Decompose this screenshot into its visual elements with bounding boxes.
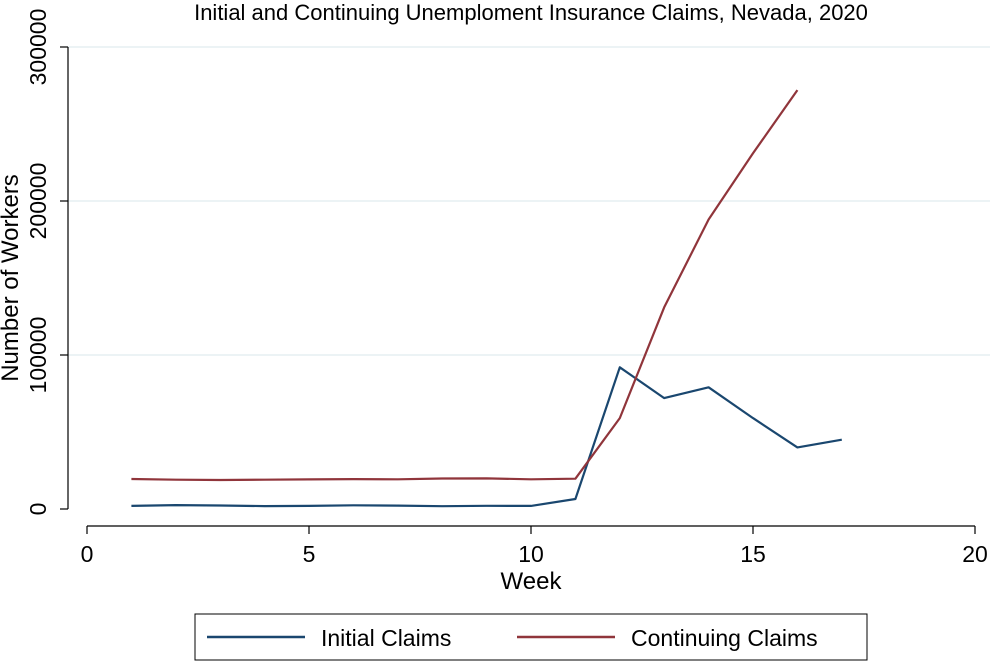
data-point-continuing-claims-6 — [397, 478, 399, 480]
data-point-continuing-claims-14 — [752, 152, 754, 154]
legend-label-continuing-claims: Continuing Claims — [631, 625, 818, 651]
data-point-continuing-claims-12 — [663, 306, 665, 308]
data-point-continuing-claims-0 — [130, 478, 132, 480]
data-point-initial-claims-4 — [308, 505, 310, 507]
data-point-continuing-claims-15 — [796, 89, 798, 91]
series-line-continuing-claims — [131, 89, 799, 482]
data-point-initial-claims-15 — [796, 446, 798, 448]
x-tick-label-1: 5 — [303, 541, 316, 567]
data-point-initial-claims-1 — [175, 504, 177, 506]
legend-label-initial-claims: Initial Claims — [321, 625, 451, 651]
x-axis-label: Week — [501, 568, 563, 595]
data-point-initial-claims-12 — [663, 397, 665, 399]
data-point-continuing-claims-5 — [352, 478, 354, 480]
data-point-continuing-claims-4 — [308, 478, 310, 480]
x-tick-label-0: 0 — [81, 541, 94, 567]
data-point-initial-claims-8 — [485, 505, 487, 507]
x-tick-label-3: 15 — [740, 541, 766, 567]
y-tick-label-3: 300000 — [25, 9, 51, 86]
data-point-initial-claims-0 — [130, 505, 132, 507]
data-point-initial-claims-13 — [707, 386, 709, 388]
data-point-continuing-claims-13 — [707, 218, 709, 220]
data-point-continuing-claims-10 — [574, 477, 576, 479]
data-point-initial-claims-7 — [441, 505, 443, 507]
data-point-initial-claims-5 — [352, 504, 354, 506]
data-point-initial-claims-14 — [752, 417, 754, 419]
x-tick-label-2: 10 — [518, 541, 544, 567]
data-point-initial-claims-11 — [619, 366, 621, 368]
data-point-initial-claims-2 — [219, 504, 221, 506]
axes: 0 100000 200000 300000 0 5 10 15 20 — [25, 9, 988, 567]
chart-title: Initial and Continuing Unemploment Insur… — [194, 0, 868, 25]
x-tick-label-4: 20 — [962, 541, 988, 567]
data-point-continuing-claims-9 — [530, 478, 532, 480]
data-point-initial-claims-9 — [530, 505, 532, 507]
plot-area — [68, 28, 990, 526]
data-point-continuing-claims-8 — [485, 477, 487, 479]
data-point-continuing-claims-1 — [175, 479, 177, 481]
gridlines — [68, 28, 990, 526]
data-point-continuing-claims-2 — [219, 479, 221, 481]
y-axis-label: Number of Workers — [0, 174, 24, 382]
data-point-continuing-claims-7 — [441, 477, 443, 479]
y-tick-label-2: 200000 — [25, 163, 51, 240]
data-point-initial-claims-16 — [841, 439, 843, 441]
data-point-initial-claims-10 — [574, 498, 576, 500]
data-point-initial-claims-6 — [397, 504, 399, 506]
series-lines — [130, 89, 843, 508]
y-tick-label-0: 0 — [25, 503, 51, 516]
y-tick-label-1: 100000 — [25, 317, 51, 394]
legend: Initial Claims Continuing Claims — [194, 613, 868, 661]
data-point-continuing-claims-3 — [263, 479, 265, 481]
data-point-initial-claims-3 — [263, 505, 265, 507]
series-line-initial-claims — [131, 366, 842, 508]
data-point-continuing-claims-11 — [619, 417, 621, 419]
